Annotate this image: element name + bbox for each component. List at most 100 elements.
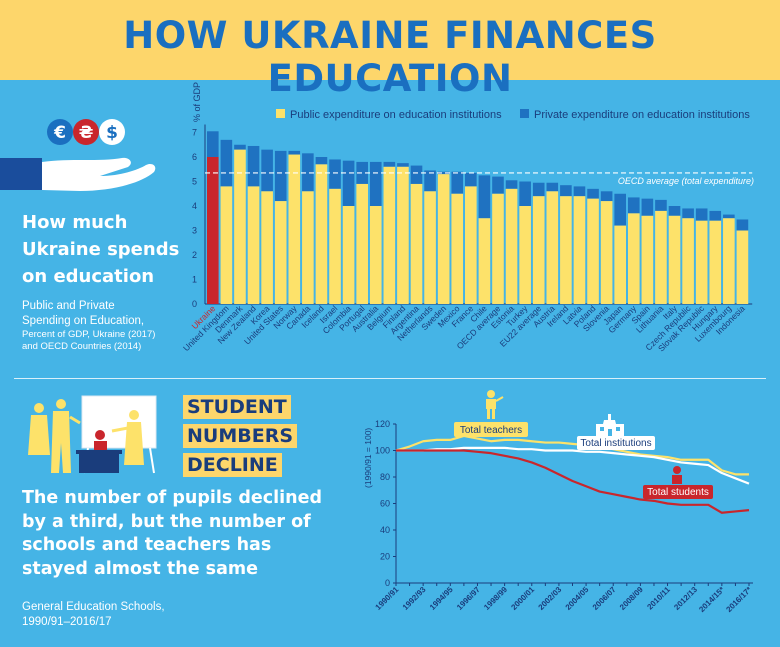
bar-private-sweden (437, 171, 450, 175)
bar-private-iceland (315, 157, 328, 165)
bar-public-lithuania (655, 210, 667, 304)
bar-public-mexico (451, 193, 464, 304)
section2-title-line2: NUMBERS (183, 424, 298, 448)
line-x-tick-label: 2006/07 (591, 585, 618, 612)
bar-private-austria (546, 182, 559, 192)
header-banner (0, 0, 780, 80)
bar-private-new-zealand (247, 145, 260, 187)
bar-private-czech-republic (682, 208, 694, 219)
bar-private-germany (627, 197, 640, 214)
bar-public-latvia (573, 196, 586, 304)
bar-public-hungary (709, 220, 722, 304)
line-y-tick-label: 0 (385, 578, 390, 588)
line-series-total-students (396, 449, 750, 514)
bar-private-norway (288, 150, 301, 155)
dollar-symbol: $ (106, 123, 118, 143)
line-x-tick-label: 1998/99 (482, 585, 509, 612)
bar-private-ukraine (207, 131, 219, 157)
bar-public-ukraine (207, 157, 219, 304)
line-x-tick-label: 2012/13 (672, 585, 699, 612)
series-label-teachers: Total teachers (460, 425, 522, 436)
bar-public-ireland (560, 196, 572, 304)
bar-private-united-states (274, 150, 287, 202)
classroom-icon (26, 393, 166, 475)
school-building-icon (596, 414, 624, 436)
bar-private-turkey (519, 181, 531, 206)
bar-public-colombia (342, 206, 355, 304)
bar-private-latvia (573, 186, 586, 197)
section1-heading: How much Ukraine spends on education (22, 212, 180, 287)
bar-public-sweden (437, 174, 450, 304)
bar-public-united-states (274, 201, 287, 304)
bar-public-luxembourg (723, 218, 735, 304)
bar-y-tick-label: 1 (192, 275, 197, 285)
line-series-total-institutions (396, 446, 750, 485)
bar-public-korea (261, 191, 273, 304)
bar-private-spain (641, 198, 654, 216)
bar-chart-ylabel: % of GDP (192, 82, 202, 122)
bar-y-tick-label: 3 (192, 226, 197, 236)
line-x-tick-label: 2000/01 (509, 585, 536, 612)
line-x-tick-label: 2008/09 (618, 585, 645, 612)
line-x-tick-label: 2004/05 (564, 585, 591, 612)
bar-public-iceland (315, 164, 328, 304)
bar-public-italy (668, 215, 681, 304)
bar-public-france (465, 186, 477, 304)
bar-y-tick-label: 2 (192, 250, 197, 260)
section2-subtitle: General Education Schools, 1990/91–2016/… (22, 601, 165, 628)
bar-private-israel (329, 159, 341, 189)
bar-private-hungary (709, 210, 722, 221)
bar-private-chile (478, 175, 491, 219)
line-y-tick-label: 20 (380, 552, 390, 562)
bar-private-mexico (451, 171, 464, 194)
bar-private-united-kingdom (220, 139, 233, 187)
section2-title-line3: DECLINE (183, 453, 282, 477)
line-x-tick-label: 1992/93 (401, 585, 428, 612)
line-y-tick-label: 80 (380, 472, 390, 482)
section-divider (14, 378, 766, 379)
bar-public-portugal (356, 183, 368, 304)
line-x-tick-label: 2002/03 (537, 585, 564, 612)
line-x-tick-label: 2016/17* (724, 584, 754, 614)
bar-y-tick-label: 0 (192, 299, 197, 309)
line-series-total-teachers (395, 434, 749, 476)
bar-public-japan (614, 225, 626, 304)
bar-public-canada (302, 191, 314, 304)
section2-title-line1: STUDENT (183, 395, 291, 419)
teacher-icon (486, 390, 504, 419)
bar-public-poland (587, 198, 599, 304)
bar-private-slovak-republic (695, 208, 708, 221)
legend-public-swatch (276, 109, 285, 118)
euro-symbol: € (53, 123, 66, 143)
oecd-average-label: OECD average (total expenditure) (618, 176, 754, 186)
legend-private-swatch (520, 109, 529, 118)
bar-public-argentina (410, 183, 423, 304)
bar-public-belgium (383, 166, 396, 304)
bar-private-slovenia (600, 191, 613, 202)
bar-private-japan (614, 193, 626, 226)
bar-public-spain (641, 215, 654, 304)
bar-public-slovenia (600, 201, 613, 304)
section1-note-line1: Percent of GDP, Ukraine (2017) (22, 329, 156, 340)
bar-y-tick-label: 7 (192, 128, 197, 138)
bar-private-netherlands (424, 170, 436, 192)
bar-public-estonia (505, 188, 518, 304)
bar-private-denmark (234, 144, 246, 150)
bar-y-tick-label: 4 (192, 201, 197, 211)
bar-public-israel (329, 188, 341, 304)
bar-public-czech-republic (682, 218, 694, 304)
section2-heading: The number of pupils declined by a third… (22, 488, 322, 579)
line-chart-ylabel: (1990/91 = 100) (363, 428, 373, 488)
line-x-tick-label: 1990/91 (374, 585, 401, 612)
bar-private-ireland (560, 185, 572, 197)
bar-public-indonesia (736, 230, 749, 304)
bar-private-estonia (505, 180, 518, 189)
bar-public-chile (478, 218, 491, 304)
student-icon (672, 466, 682, 484)
bar-private-portugal (356, 161, 368, 184)
line-x-tick-label: 2010/11 (645, 585, 672, 612)
bar-public-eu22-average (532, 196, 545, 304)
line-y-tick-label: 120 (375, 419, 390, 429)
